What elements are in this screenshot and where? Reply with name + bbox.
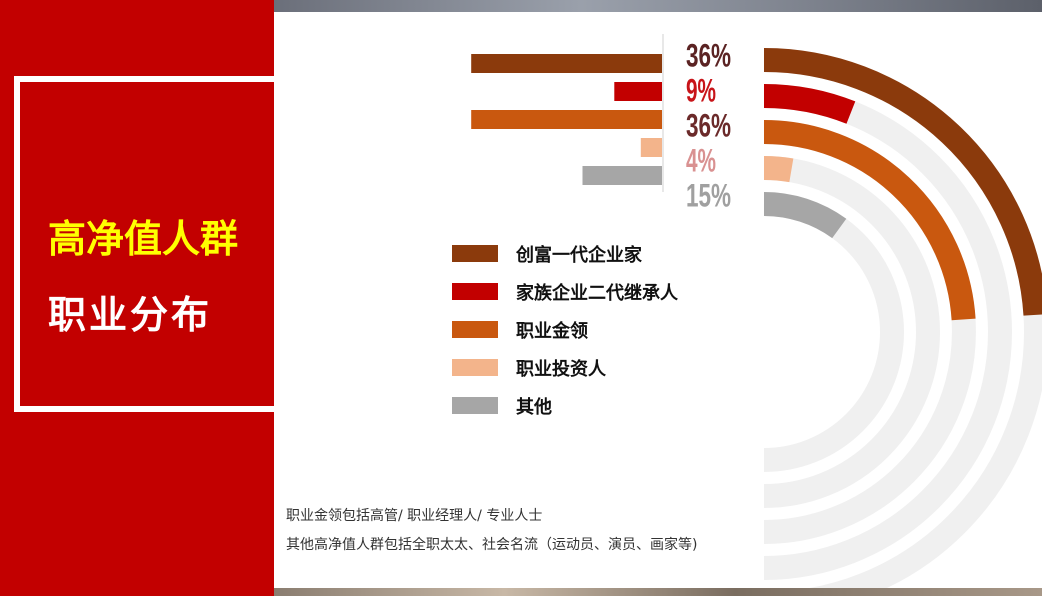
- ring-segment-3: [763, 120, 976, 321]
- legend-label: 职业金领: [516, 321, 588, 342]
- title-box: [26, 88, 274, 400]
- legend-label: 其他: [516, 397, 552, 418]
- occupation-chart: 36%9%36%4%15%: [471, 34, 1042, 588]
- title-line-1: 高净值人群: [48, 217, 239, 261]
- footnote-2: 其他高净值人群包括全职太太、社会名流（运动员、演员、画家等): [286, 537, 698, 553]
- ring-segment-4: [763, 156, 794, 183]
- legend-label: 创富一代企业家: [516, 245, 642, 266]
- ring-track-4: [763, 156, 940, 508]
- top-photo-strip: [274, 0, 1042, 12]
- percent-label-1: 36%: [686, 37, 731, 73]
- legend-swatch: [452, 359, 498, 376]
- ring-track-5: [763, 192, 904, 472]
- legend-swatch: [452, 397, 498, 414]
- ring-segment-2: [763, 84, 856, 124]
- bar-5: [582, 166, 662, 185]
- legend-swatch: [452, 283, 498, 300]
- percent-label-layer: 36%9%36%4%15%: [686, 37, 731, 213]
- bar-layer: [471, 54, 662, 185]
- bottom-photo-strip: [274, 588, 1042, 596]
- ring-layer: [763, 48, 1042, 588]
- bar-2: [614, 82, 662, 101]
- title-frame: [14, 76, 274, 412]
- bar-3: [471, 110, 662, 129]
- percent-label-3: 36%: [686, 107, 731, 143]
- title-line-2: 职业分布: [48, 293, 213, 337]
- ring-segment-5: [763, 192, 847, 239]
- legend-label: 职业投资人: [516, 359, 606, 380]
- bar-4: [640, 138, 662, 157]
- bar-1: [471, 54, 662, 73]
- legend-label: 家族企业二代继承人: [516, 283, 678, 304]
- legend-swatch: [452, 321, 498, 338]
- ring-segment-1: [763, 48, 1042, 316]
- percent-label-2: 9%: [686, 72, 716, 108]
- ring-track-2: [763, 84, 1012, 580]
- legend-swatch: [452, 245, 498, 262]
- percent-label-5: 15%: [686, 177, 731, 213]
- percent-label-4: 4%: [686, 142, 716, 178]
- footnote-1: 职业金领包括高管/ 职业经理人/ 专业人士: [286, 508, 543, 524]
